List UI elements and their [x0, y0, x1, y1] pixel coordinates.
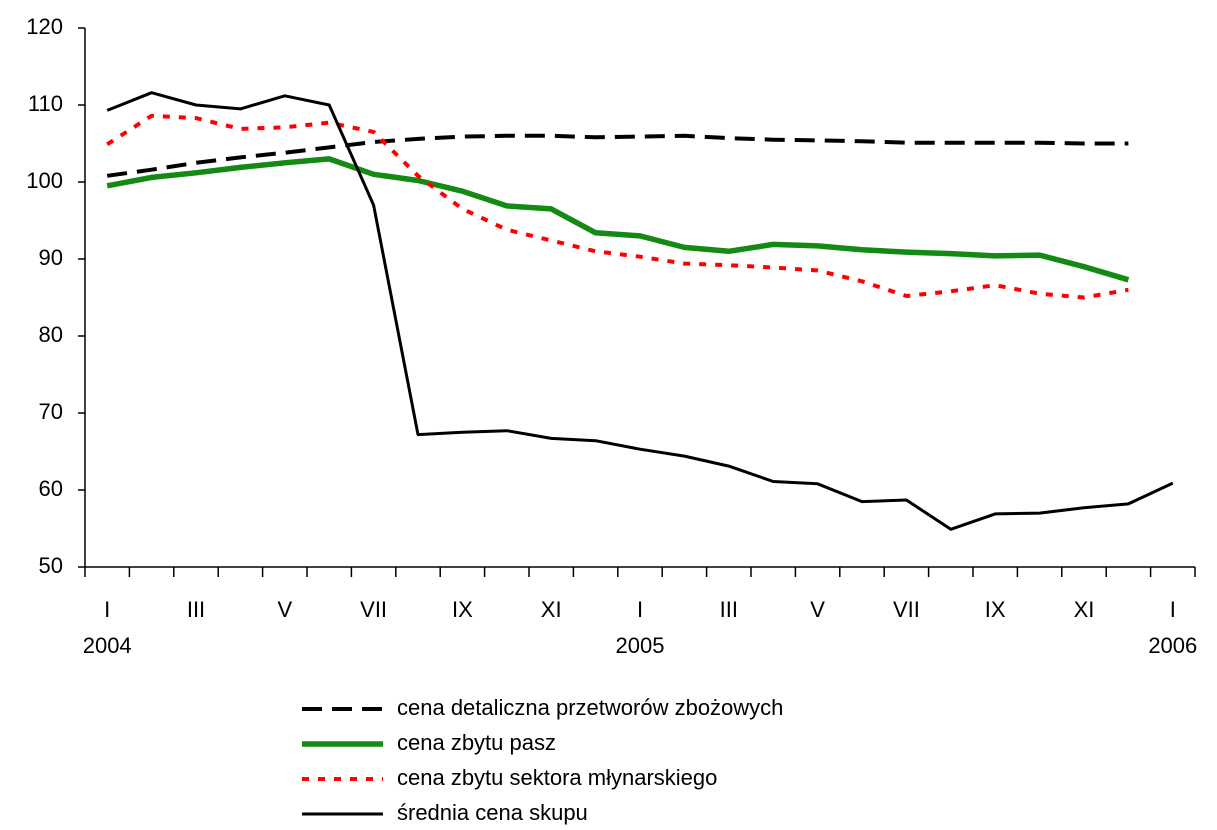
x-year-label: 2004	[83, 633, 132, 658]
x-tick-label: III	[187, 597, 205, 622]
x-tick-label: IX	[452, 597, 473, 622]
x-tick-label: VII	[893, 597, 920, 622]
y-tick-label: 120	[26, 14, 63, 39]
x-tick-label: I	[1170, 597, 1176, 622]
series-line	[106, 91, 1174, 531]
series-line	[106, 133, 1129, 178]
y-tick-label: 90	[39, 245, 63, 270]
y-tick-label: 100	[26, 168, 63, 193]
y-tick-label: 60	[39, 476, 63, 501]
x-tick-label: VII	[360, 597, 387, 622]
y-tick-label: 50	[39, 553, 63, 578]
series-line	[106, 156, 1130, 283]
y-tick-label: 70	[39, 399, 63, 424]
y-tick-label: 110	[28, 91, 63, 116]
x-tick-label: V	[810, 597, 825, 622]
x-tick-label: IX	[985, 597, 1006, 622]
series-line	[106, 113, 1129, 300]
x-tick-label: XI	[541, 597, 562, 622]
legend-label: cena zbytu sektora młynarskiego	[397, 765, 717, 790]
legend-label: cena detaliczna przetworów zbożowych	[397, 695, 783, 720]
x-year-label: 2006	[1148, 633, 1197, 658]
x-tick-label: V	[277, 597, 292, 622]
x-year-label: 2005	[616, 633, 665, 658]
legend-label: średnia cena skupu	[397, 800, 588, 825]
y-tick-label: 80	[39, 322, 63, 347]
legend-label: cena zbytu pasz	[397, 730, 556, 755]
x-tick-label: I	[104, 597, 110, 622]
x-tick-label: I	[637, 597, 643, 622]
x-tick-label: XI	[1074, 597, 1095, 622]
x-tick-label: III	[720, 597, 738, 622]
